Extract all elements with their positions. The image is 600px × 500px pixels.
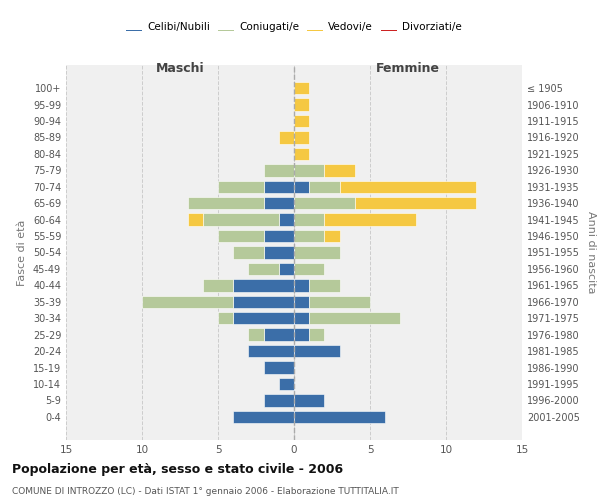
- Bar: [309, 296, 370, 308]
- Bar: [294, 246, 340, 258]
- Bar: [294, 394, 325, 406]
- Bar: [294, 132, 309, 143]
- Bar: [294, 279, 309, 291]
- Bar: [263, 197, 294, 209]
- Bar: [355, 197, 476, 209]
- Bar: [294, 214, 325, 226]
- Text: Popolazione per età, sesso e stato civile - 2006: Popolazione per età, sesso e stato civil…: [12, 462, 343, 475]
- Bar: [309, 180, 340, 193]
- Bar: [263, 246, 294, 258]
- Bar: [309, 328, 325, 341]
- Bar: [263, 328, 294, 341]
- Bar: [263, 362, 294, 374]
- Bar: [309, 279, 340, 291]
- Bar: [294, 82, 309, 94]
- Text: COMUNE DI INTROZZO (LC) - Dati ISTAT 1° gennaio 2006 - Elaborazione TUTTITALIA.I: COMUNE DI INTROZZO (LC) - Dati ISTAT 1° …: [12, 488, 399, 496]
- Bar: [294, 98, 309, 111]
- Bar: [203, 214, 279, 226]
- Bar: [294, 345, 340, 357]
- Bar: [279, 378, 294, 390]
- Bar: [263, 230, 294, 242]
- Bar: [294, 230, 325, 242]
- Bar: [279, 132, 294, 143]
- Bar: [325, 164, 355, 176]
- Bar: [218, 230, 263, 242]
- Bar: [279, 214, 294, 226]
- Bar: [233, 410, 294, 423]
- Bar: [294, 328, 309, 341]
- Bar: [294, 296, 309, 308]
- Bar: [188, 197, 263, 209]
- Bar: [233, 312, 294, 324]
- Bar: [248, 345, 294, 357]
- Bar: [325, 214, 416, 226]
- Bar: [309, 312, 400, 324]
- Text: Maschi: Maschi: [155, 62, 205, 75]
- Bar: [294, 164, 325, 176]
- Bar: [263, 180, 294, 193]
- Bar: [294, 115, 309, 127]
- Bar: [294, 148, 309, 160]
- Bar: [248, 263, 279, 275]
- Bar: [294, 263, 325, 275]
- Bar: [263, 164, 294, 176]
- Y-axis label: Anni di nascita: Anni di nascita: [586, 211, 596, 294]
- Bar: [294, 180, 309, 193]
- Y-axis label: Fasce di età: Fasce di età: [17, 220, 27, 286]
- Bar: [218, 312, 233, 324]
- Bar: [233, 279, 294, 291]
- Bar: [142, 296, 233, 308]
- Bar: [233, 246, 263, 258]
- Legend: Celibi/Nubili, Coniugati/e, Vedovi/e, Divorziati/e: Celibi/Nubili, Coniugati/e, Vedovi/e, Di…: [122, 18, 466, 36]
- Bar: [203, 279, 233, 291]
- Bar: [340, 180, 476, 193]
- Bar: [263, 394, 294, 406]
- Bar: [294, 312, 309, 324]
- Bar: [188, 214, 203, 226]
- Bar: [294, 410, 385, 423]
- Bar: [233, 296, 294, 308]
- Bar: [294, 197, 355, 209]
- Bar: [218, 180, 263, 193]
- Bar: [325, 230, 340, 242]
- Bar: [248, 328, 263, 341]
- Text: Femmine: Femmine: [376, 62, 440, 75]
- Bar: [279, 263, 294, 275]
